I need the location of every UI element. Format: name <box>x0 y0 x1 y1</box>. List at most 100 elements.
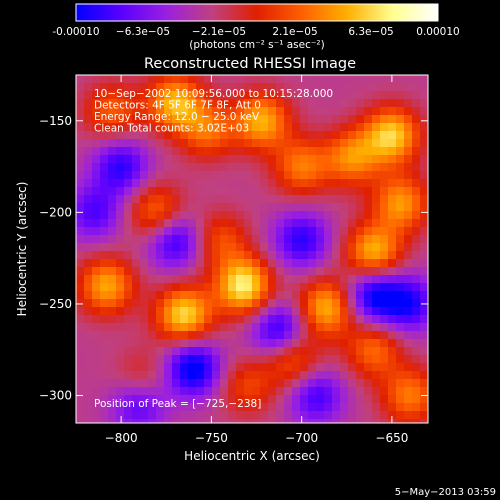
heatmap-cell <box>284 387 293 396</box>
heatmap-cell <box>244 211 253 220</box>
heatmap-cell <box>124 307 133 316</box>
heatmap-cell <box>356 267 365 276</box>
heatmap-cell <box>188 331 197 340</box>
heatmap-cell <box>116 99 125 108</box>
heatmap-cell <box>284 195 293 204</box>
heatmap-cell <box>364 251 373 260</box>
heatmap-cell <box>228 307 237 316</box>
heatmap-cell <box>236 155 245 164</box>
heatmap-cell <box>292 339 301 348</box>
heatmap-cell <box>188 99 197 108</box>
heatmap-cell <box>124 267 133 276</box>
heatmap-cell <box>276 179 285 188</box>
heatmap-cell <box>340 219 349 228</box>
annotation-line: Energy Range: 12.0 − 25.0 keV <box>94 111 260 123</box>
heatmap-cell <box>228 107 237 116</box>
heatmap-cell <box>276 419 285 423</box>
heatmap-cell <box>388 203 397 212</box>
heatmap-cell <box>180 307 189 316</box>
heatmap-cell <box>412 83 421 92</box>
heatmap-cell <box>148 211 157 220</box>
heatmap-cell <box>364 339 373 348</box>
heatmap-cell <box>84 91 93 100</box>
heatmap-cell <box>268 219 277 228</box>
heatmap-cell <box>196 299 205 308</box>
heatmap-cell <box>356 155 365 164</box>
heatmap-cell <box>244 163 253 172</box>
heatmap-cell <box>260 347 269 356</box>
heatmap-cell <box>276 139 285 148</box>
heatmap-cell <box>108 163 117 172</box>
heatmap-cell <box>348 203 357 212</box>
heatmap-cell <box>412 403 421 412</box>
heatmap-cell <box>252 155 261 164</box>
heatmap-cell <box>204 379 213 388</box>
heatmap-cell <box>132 387 141 396</box>
y-tick-label: −250 <box>39 297 72 311</box>
heatmap-cell <box>404 299 413 308</box>
heatmap-cell <box>204 139 213 148</box>
heatmap-cell <box>92 107 101 116</box>
heatmap-cell <box>156 243 165 252</box>
heatmap-cell <box>140 291 149 300</box>
heatmap-cell <box>188 339 197 348</box>
heatmap-cell <box>380 403 389 412</box>
heatmap-cell <box>188 267 197 276</box>
heatmap-cell <box>292 387 301 396</box>
heatmap-cell <box>268 163 277 172</box>
heatmap-cell <box>244 395 253 404</box>
heatmap-cell <box>372 131 381 140</box>
heatmap-cell <box>348 267 357 276</box>
heatmap-cell <box>300 251 309 260</box>
heatmap-cell <box>140 107 149 116</box>
heatmap-cell <box>316 323 325 332</box>
heatmap-cell <box>300 107 309 116</box>
heatmap-cell <box>252 227 261 236</box>
heatmap-cell <box>308 219 317 228</box>
heatmap-cell <box>132 403 141 412</box>
heatmap-cell <box>372 203 381 212</box>
heatmap-cell <box>308 131 317 140</box>
x-tick-label: −750 <box>195 431 228 445</box>
heatmap-cell <box>364 91 373 100</box>
heatmap-cell <box>372 371 381 380</box>
heatmap-cell <box>108 123 117 132</box>
heatmap-cell <box>196 163 205 172</box>
heatmap-cell <box>108 411 117 420</box>
heatmap-cell <box>372 99 381 108</box>
heatmap-cell <box>260 203 269 212</box>
heatmap-cell <box>236 267 245 276</box>
heatmap-cell <box>148 283 157 292</box>
heatmap-cell <box>276 107 285 116</box>
heatmap-cell <box>396 379 405 388</box>
heatmap-cell <box>300 187 309 196</box>
heatmap-cell <box>172 115 181 124</box>
heatmap-cell <box>124 347 133 356</box>
heatmap-cell <box>172 419 181 423</box>
heatmap-cell <box>404 243 413 252</box>
heatmap-cell <box>100 171 109 180</box>
heatmap-cell <box>420 107 428 116</box>
heatmap-cell <box>364 155 373 164</box>
heatmap-cell <box>276 339 285 348</box>
heatmap-cell <box>100 267 109 276</box>
heatmap-cell <box>244 243 253 252</box>
heatmap-cell <box>204 403 213 412</box>
heatmap-cell <box>196 243 205 252</box>
heatmap-cell <box>164 315 173 324</box>
heatmap-cell <box>356 163 365 172</box>
heatmap-cell <box>124 179 133 188</box>
heatmap-cell <box>276 155 285 164</box>
heatmap-cell <box>92 355 101 364</box>
heatmap-cell <box>148 323 157 332</box>
heatmap-cell <box>364 115 373 124</box>
heatmap-cell <box>260 147 269 156</box>
heatmap-cell <box>292 379 301 388</box>
heatmap-cell <box>132 203 141 212</box>
heatmap-cell <box>212 227 221 236</box>
heatmap-cell <box>284 403 293 412</box>
heatmap-cell <box>348 91 357 100</box>
heatmap-cell <box>404 219 413 228</box>
heatmap-cell <box>340 347 349 356</box>
heatmap-cell <box>108 299 117 308</box>
